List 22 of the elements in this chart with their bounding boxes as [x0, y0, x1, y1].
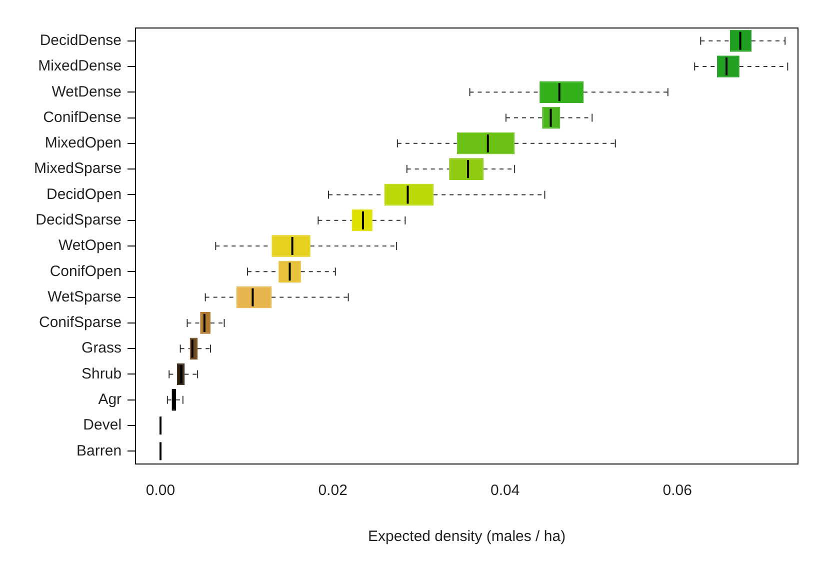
y-tick-label: ConifDense: [43, 108, 122, 126]
x-axis-title: Expected density (males / ha): [368, 528, 566, 546]
y-tick-label: Grass: [82, 340, 122, 357]
y-tick-label: Shrub: [82, 365, 122, 382]
y-tick-label: Barren: [76, 442, 122, 460]
y-tick-label: WetSparse: [48, 288, 122, 306]
y-tick-label: DecidSparse: [36, 211, 122, 228]
x-tick-label: 0.06: [662, 482, 692, 500]
y-tick-label: DecidOpen: [46, 186, 122, 203]
y-tick-label: DecidDense: [40, 32, 122, 49]
y-tick-label: MixedOpen: [44, 134, 122, 152]
y-tick-label: ConifSparse: [38, 314, 122, 332]
x-tick-label: 0.02: [318, 482, 348, 500]
y-tick-label: MixedDense: [38, 58, 122, 75]
x-tick-label: 0.04: [490, 482, 520, 500]
y-tick-label: WetOpen: [58, 237, 122, 254]
y-tick-label: WetDense: [52, 83, 122, 100]
y-tick-label: Agr: [98, 391, 122, 408]
x-tick-label: 0.00: [146, 482, 176, 500]
y-tick-label: MixedSparse: [34, 160, 122, 178]
y-tick-label: ConifOpen: [50, 262, 122, 280]
y-tick-label: Devel: [83, 416, 122, 434]
